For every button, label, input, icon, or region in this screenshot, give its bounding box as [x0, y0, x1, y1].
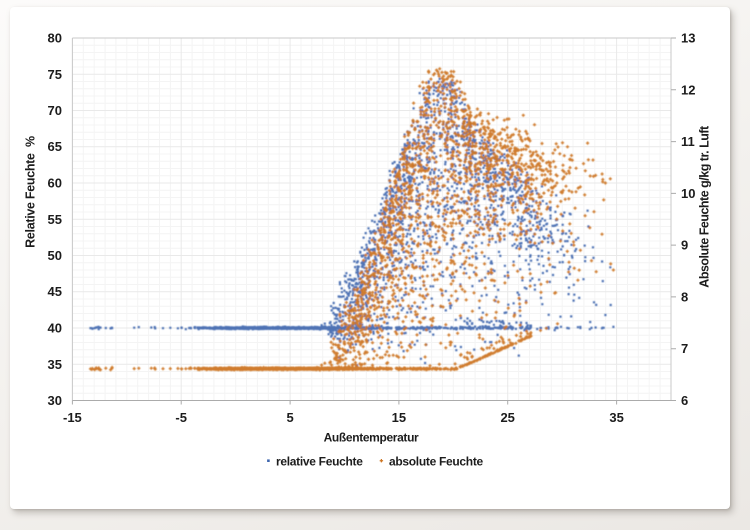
svg-text:35: 35 — [48, 357, 62, 372]
svg-text:-15: -15 — [63, 410, 82, 425]
svg-text:30: 30 — [48, 393, 62, 408]
svg-text:9: 9 — [681, 238, 688, 253]
svg-text:5: 5 — [286, 410, 293, 425]
svg-text:8: 8 — [681, 289, 688, 304]
svg-text:75: 75 — [48, 67, 62, 82]
svg-text:Außentemperatur: Außentemperatur — [324, 431, 419, 445]
svg-text:65: 65 — [48, 139, 62, 154]
svg-text:35: 35 — [609, 410, 623, 425]
svg-text:55: 55 — [48, 212, 62, 227]
svg-text:15: 15 — [392, 410, 406, 425]
svg-text:-5: -5 — [175, 410, 187, 425]
svg-text:25: 25 — [500, 410, 514, 425]
svg-text:12: 12 — [681, 82, 695, 97]
svg-text:10: 10 — [681, 186, 695, 201]
svg-text:80: 80 — [48, 31, 62, 46]
svg-text:Relative Feuchte %: Relative Feuchte % — [24, 136, 38, 248]
svg-text:Absolute Feuchte g/kg tr. Luft: Absolute Feuchte g/kg tr. Luft — [698, 125, 712, 288]
svg-text:70: 70 — [48, 103, 62, 118]
svg-text:6: 6 — [681, 393, 688, 408]
svg-text:11: 11 — [681, 134, 695, 149]
svg-text:relative Feuchte: relative Feuchte — [276, 454, 363, 468]
svg-text:7: 7 — [681, 341, 688, 356]
svg-text:13: 13 — [681, 31, 695, 46]
svg-text:absolute Feuchte: absolute Feuchte — [389, 454, 484, 468]
svg-text:50: 50 — [48, 248, 62, 263]
svg-text:45: 45 — [48, 284, 62, 299]
svg-text:40: 40 — [48, 321, 62, 336]
svg-text:60: 60 — [48, 176, 62, 191]
